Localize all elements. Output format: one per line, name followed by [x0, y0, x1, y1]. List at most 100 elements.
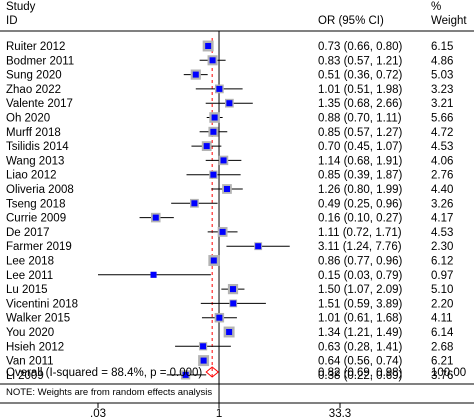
- study-row: Currie 2009 0.16 (0.10, 0.27) 4.17: [6, 213, 453, 225]
- study-weight: 4.17: [431, 213, 453, 225]
- study-weight: 4.40: [431, 184, 453, 196]
- point-estimate-marker: [255, 243, 262, 250]
- point-estimate-marker: [210, 171, 217, 178]
- study-weight: 3.76: [431, 370, 453, 382]
- study-label: De 2017: [6, 227, 49, 239]
- x-axis: .03 1 33.3: [90, 403, 351, 417]
- study-label: Ruiter 2012: [6, 41, 65, 53]
- study-weight: 2.76: [431, 170, 453, 182]
- point-estimate-marker: [216, 314, 223, 321]
- point-estimate-marker: [210, 257, 217, 264]
- study-ci-text: 1.11 (0.72, 1.71): [318, 227, 402, 239]
- study-row: Liao 2012 0.85 (0.39, 1.87) 2.76: [6, 170, 453, 182]
- study-weight: 4.06: [431, 155, 453, 167]
- study-weight: 6.15: [431, 41, 453, 53]
- study-row: Vicentini 2018 1.51 (0.59, 3.89) 2.20: [6, 298, 453, 310]
- study-label: Vicentini 2018: [6, 298, 78, 310]
- study-weight: 2.20: [431, 298, 453, 310]
- study-label: Hsieh 2012: [6, 341, 64, 353]
- study-ci-text: 1.51 (0.59, 3.89): [318, 298, 403, 310]
- study-ci-text: 1.26 (0.80, 1.99): [318, 184, 403, 196]
- study-ci-text: 0.63 (0.28, 1.41): [318, 341, 403, 353]
- study-row: Bodmer 2011 0.83 (0.57, 1.21) 4.86: [6, 55, 453, 67]
- study-ci-text: 1.34 (1.21, 1.49): [318, 327, 403, 339]
- axis-tick-label: .03: [90, 408, 106, 417]
- study-label: Lee 2018: [6, 256, 54, 268]
- study-row: Van 2011 0.64 (0.56, 0.74) 6.21: [6, 355, 453, 368]
- study-row: Tsilidis 2014 0.70 (0.45, 1.07) 4.53: [6, 141, 453, 153]
- study-label: You 2020: [6, 327, 54, 339]
- study-row: Oliveria 2008 1.26 (0.80, 1.99) 4.40: [6, 184, 453, 196]
- point-estimate-marker: [200, 357, 207, 364]
- study-ci-text: 0.83 (0.57, 1.21): [318, 55, 403, 67]
- study-label: Murff 2018: [6, 127, 61, 139]
- point-estimate-marker: [226, 100, 233, 107]
- study-label: Liao 2012: [6, 170, 57, 182]
- study-rows: Ruiter 2012 0.73 (0.66, 0.80) 6.15 Bodmer 2…: [6, 40, 454, 382]
- study-ci-text: 1.14 (0.68, 1.91): [318, 155, 403, 167]
- or-ci-header: OR (95% CI): [318, 15, 384, 27]
- study-row: Valente 2017 1.35 (0.68, 2.66) 3.21: [6, 98, 453, 110]
- study-label: Walker 2015: [6, 313, 70, 325]
- study-ci-text: 1.50 (1.07, 2.09): [318, 284, 403, 296]
- study-row: Li 2009 0.38 (0.22, 0.69) 3.76: [6, 370, 453, 382]
- point-estimate-marker: [230, 300, 237, 307]
- study-ci-text: 1.35 (0.68, 2.66): [318, 98, 403, 110]
- study-label: Bodmer 2011: [6, 55, 74, 67]
- study-label: Tsilidis 2014: [6, 141, 69, 153]
- study-weight: 0.97: [431, 270, 453, 282]
- study-ci-text: 0.15 (0.03, 0.79): [318, 270, 403, 282]
- point-estimate-marker: [220, 157, 227, 164]
- study-row: Ruiter 2012 0.73 (0.66, 0.80) 6.15: [6, 40, 453, 53]
- study-label: Lee 2011: [6, 270, 53, 282]
- study-weight: 3.21: [431, 98, 453, 110]
- study-ci-text: 1.01 (0.51, 1.98): [318, 84, 403, 96]
- footnote: NOTE: Weights are from random effects an…: [6, 387, 212, 398]
- study-label: Sung 2020: [6, 70, 62, 82]
- study-label: Lu 2015: [6, 284, 48, 296]
- study-row: Lu 2015 1.50 (1.07, 2.09) 5.10: [6, 283, 453, 296]
- point-estimate-marker: [226, 329, 233, 335]
- study-row: Lee 2011 0.15 (0.03, 0.79) 0.97: [6, 270, 453, 282]
- axis-tick-label: 33.3: [329, 408, 351, 417]
- axis-tick-label: 1: [216, 408, 222, 417]
- point-estimate-marker: [152, 214, 159, 221]
- study-weight: 5.10: [431, 284, 453, 296]
- study-weight: 4.86: [431, 55, 453, 67]
- study-weight: 4.72: [431, 127, 453, 139]
- study-ci-text: 3.11 (1.24, 7.76): [318, 241, 402, 253]
- point-estimate-marker: [219, 228, 226, 235]
- study-row: Hsieh 2012 0.63 (0.28, 1.41) 2.68: [6, 341, 453, 353]
- study-label: Farmer 2019: [6, 241, 72, 253]
- study-ci-text: 0.73 (0.66, 0.80): [318, 41, 403, 53]
- point-estimate-marker: [150, 271, 157, 278]
- study-weight: 2.30: [431, 241, 453, 253]
- study-row: Oh 2020 0.88 (0.70, 1.11) 5.66: [6, 112, 453, 125]
- study-label: Tseng 2018: [6, 198, 65, 210]
- study-ci-text: 0.86 (0.77, 0.96): [318, 256, 403, 268]
- study-label: Oliveria 2008: [6, 184, 74, 196]
- study-ci-text: 0.64 (0.56, 0.74): [318, 356, 403, 368]
- point-estimate-marker: [192, 71, 199, 78]
- point-estimate-marker: [182, 371, 189, 378]
- study-row: Zhao 2022 1.01 (0.51, 1.98) 3.23: [6, 84, 453, 96]
- study-weight: 3.26: [431, 198, 453, 210]
- study-ci-text: 0.85 (0.57, 1.27): [318, 127, 403, 139]
- study-weight: 6.12: [431, 256, 453, 268]
- point-estimate-marker: [191, 200, 198, 207]
- study-ci-text: 0.85 (0.39, 1.87): [318, 170, 403, 182]
- study-weight: 2.68: [431, 341, 453, 353]
- study-ci-text: 0.16 (0.10, 0.27): [318, 213, 403, 225]
- overall-ci-text: 0.82 (0.69, 0.98): [318, 367, 403, 379]
- overall-label: Overall (I-squared = 88.4%, p = 0.000): [6, 367, 202, 379]
- study-row: You 2020 1.34 (1.21, 1.49) 6.14: [6, 326, 454, 339]
- study-label: Zhao 2022: [6, 84, 61, 96]
- study-row: Lee 2018 0.86 (0.77, 0.96) 6.12: [6, 255, 453, 268]
- study-weight: 5.66: [431, 113, 453, 125]
- study-row: Tseng 2018 0.49 (0.25, 0.96) 3.26: [6, 198, 453, 210]
- study-ci-text: 0.49 (0.25, 0.96): [318, 198, 403, 210]
- study-row: Wang 2013 1.14 (0.68, 1.91) 4.06: [6, 155, 453, 167]
- study-weight: 6.21: [431, 356, 453, 368]
